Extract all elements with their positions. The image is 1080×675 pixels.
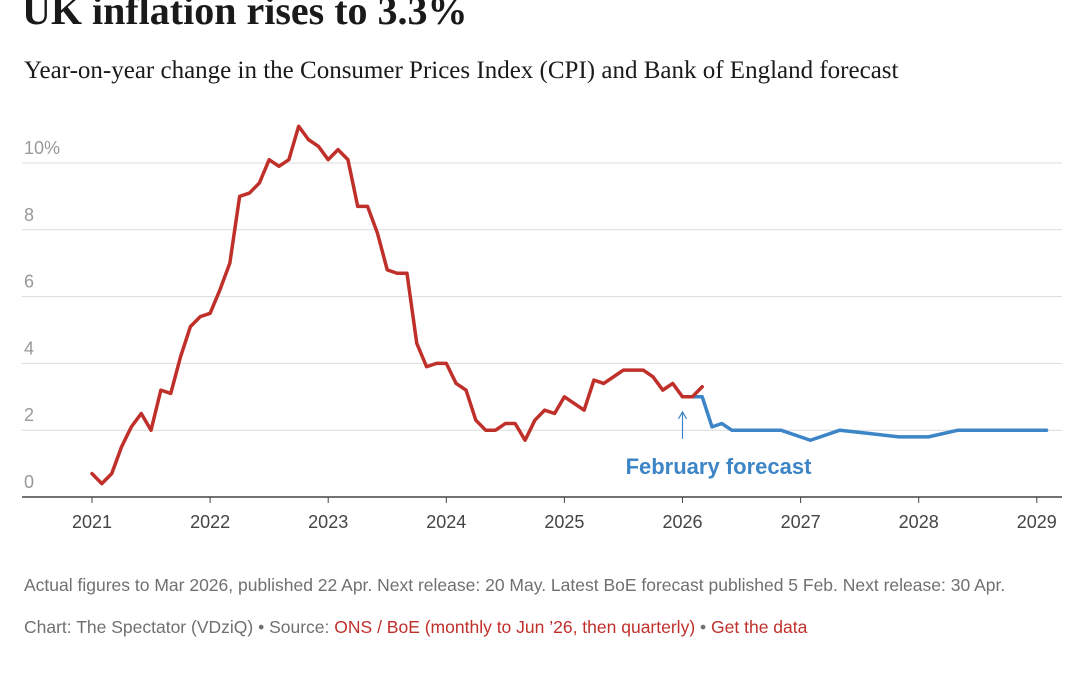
x-tick-label: 2029 [1017, 512, 1057, 532]
x-tick-label: 2027 [781, 512, 821, 532]
y-tick-label: 6 [24, 272, 34, 292]
y-tick-label: 10% [24, 138, 60, 158]
series-line [680, 395, 1049, 442]
x-tick-label: 2026 [662, 512, 702, 532]
note: Actual figures to Mar 2026, published 22… [24, 575, 1006, 595]
source-link[interactable]: ONS / BoE (monthly to Jun ’26, then quar… [334, 617, 696, 637]
x-tick-label: 2025 [544, 512, 584, 532]
annotation-arrowhead [677, 410, 688, 420]
x-tick-label: 2024 [426, 512, 466, 532]
y-tick-label: 2 [24, 405, 34, 425]
x-tick-label: 2022 [190, 512, 230, 532]
x-tick-label: 2021 [72, 512, 112, 532]
x-tick-label: 2028 [899, 512, 939, 532]
chart-title: UK inflation rises to 3.3% [22, 0, 468, 33]
separator: • [700, 617, 707, 637]
footer: Actual figures to Mar 2026, published 22… [24, 572, 1064, 641]
y-tick-label: 0 [24, 472, 34, 492]
y-tick-label: 4 [24, 338, 34, 358]
series-line [90, 124, 704, 486]
data-link[interactable]: Get the data [711, 617, 808, 637]
source-line: Chart: The Spectator (VDziQ) • Source: O… [24, 614, 1064, 641]
chart: UK inflation rises to 3.3% Year-on-year … [22, 0, 1062, 532]
credit: Chart: The Spectator (VDziQ) [24, 617, 254, 637]
y-tick-label: 8 [24, 205, 34, 225]
x-tick-label: 2023 [308, 512, 348, 532]
separator: • [258, 617, 265, 637]
annotation-label: February forecast [626, 454, 813, 479]
chart-subtitle: Year-on-year change in the Consumer Pric… [24, 57, 899, 84]
source-label: Source: [269, 617, 330, 637]
